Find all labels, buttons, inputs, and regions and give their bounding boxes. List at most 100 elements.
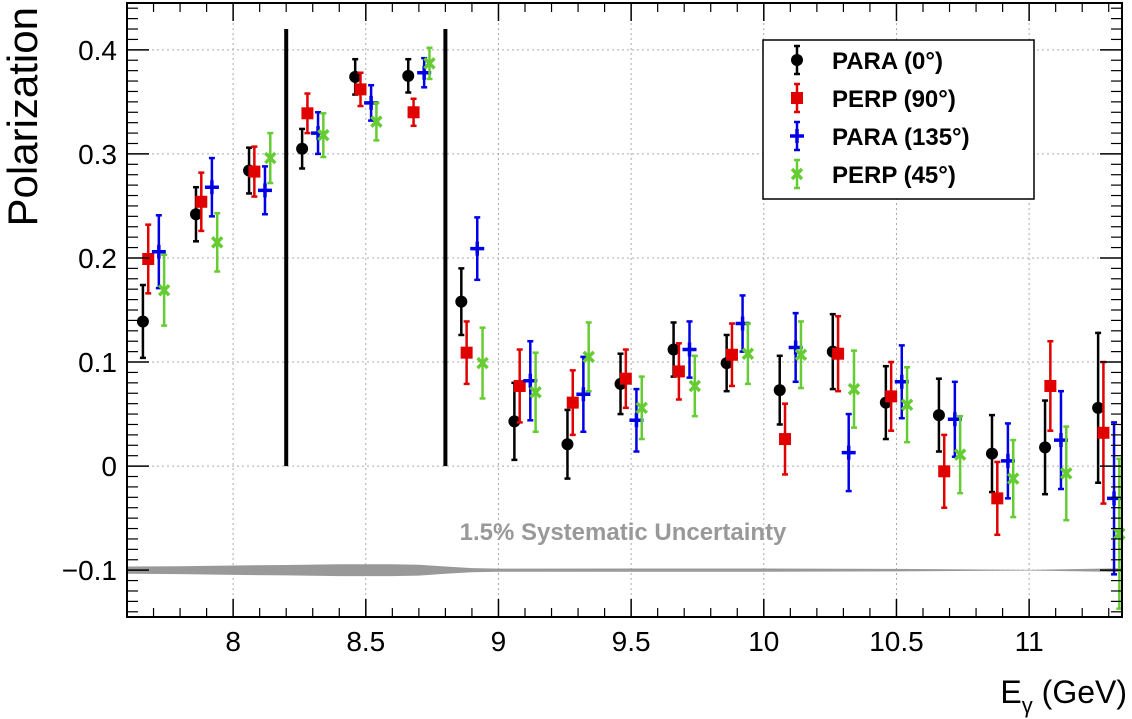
x-axis-title-main: E	[1000, 674, 1021, 710]
x-tick-label: 9	[491, 626, 507, 657]
x-tick-label: 9.5	[612, 626, 651, 657]
legend-label: PARA (0°)	[832, 48, 943, 75]
x-tick-label: 8	[225, 626, 241, 657]
systematic-band-shape	[127, 564, 1122, 577]
x-tick-label: 8.5	[346, 626, 385, 657]
x-axis-title-unit: (GeV)	[1033, 674, 1127, 710]
legend-entry: PERP (45°)	[790, 158, 956, 190]
y-tick-label: −0.1	[62, 555, 117, 586]
data-point	[938, 465, 951, 478]
legend-entry: PARA (0°)	[791, 44, 943, 76]
data-point	[991, 492, 1004, 505]
data-point	[635, 401, 648, 415]
systematic-band	[127, 564, 1122, 577]
data-point	[529, 385, 542, 399]
data-point	[296, 142, 309, 155]
x-tick-label: 11	[1015, 626, 1044, 657]
tick-labels: 8 8.5 9 9.5 10 10.5 11 −0.1 0 0.1 0.2 0.3 0.4	[62, 35, 1044, 657]
data-point	[151, 244, 166, 259]
data-point	[476, 356, 489, 370]
data-series	[136, 46, 1126, 610]
data-point	[773, 384, 786, 397]
data-point	[794, 348, 808, 361]
legend-marker	[790, 129, 804, 143]
legend-marker	[790, 167, 804, 181]
data-point	[317, 128, 330, 142]
x-axis-title: Eγ (GeV)	[1000, 674, 1127, 718]
data-point	[460, 346, 473, 359]
data-point	[136, 315, 149, 328]
legend: PARA (0°) PERP (90°) PARA (135°) PERP (45°)	[762, 39, 1035, 200]
data-point	[402, 69, 415, 82]
data-point	[682, 342, 697, 357]
data-point	[725, 348, 738, 361]
y-tick-label: 0.1	[78, 347, 117, 378]
legend-label: PERP (90°)	[832, 86, 956, 113]
axis-ticks	[126, 3, 1122, 617]
y-tick-label: 0.2	[78, 243, 117, 274]
x-tick-label: 10	[748, 626, 779, 657]
data-point	[582, 350, 595, 364]
data-point	[566, 396, 579, 409]
data-point	[1092, 401, 1105, 414]
data-point	[1060, 467, 1073, 480]
data-point	[189, 208, 202, 221]
data-point	[257, 183, 272, 198]
data-point	[1044, 379, 1057, 392]
data-point	[470, 241, 485, 256]
legend-label: PARA (135°)	[832, 124, 970, 151]
data-point	[900, 398, 914, 411]
data-point	[455, 295, 468, 308]
legend-marker	[791, 92, 803, 104]
data-point	[885, 390, 898, 403]
data-point	[354, 83, 367, 96]
legend-label: PERP (45°)	[832, 162, 956, 189]
y-axis-title: Polarization	[0, 7, 46, 226]
data-point	[508, 415, 521, 428]
series-plus	[151, 56, 1122, 576]
data-point	[847, 382, 861, 396]
range-lines	[284, 29, 448, 467]
data-point	[204, 180, 219, 195]
data-point	[953, 448, 967, 461]
data-point	[248, 165, 261, 178]
legend-entries: PARA (0°) PERP (90°) PARA (135°) PERP (45°)	[790, 44, 970, 190]
data-point	[779, 433, 792, 446]
data-point	[513, 379, 526, 392]
data-point	[195, 195, 208, 208]
data-point	[142, 253, 155, 266]
data-point	[688, 379, 702, 393]
series-x	[157, 46, 1126, 610]
data-point	[741, 347, 755, 360]
data-point	[667, 343, 680, 356]
data-point	[932, 409, 945, 422]
x-axis-title-sub: γ	[1022, 693, 1033, 718]
series-square	[142, 71, 1110, 537]
legend-box	[762, 39, 1035, 200]
x-tick-label: 10.5	[869, 626, 924, 657]
data-point	[841, 445, 856, 460]
data-point	[301, 107, 314, 120]
data-point	[832, 347, 845, 360]
legend-entry: PARA (135°)	[790, 120, 970, 152]
legend-marker	[791, 54, 803, 66]
systematic-label: 1.5% Systematic Uncertainty	[460, 519, 787, 546]
y-tick-label: 0.3	[78, 139, 117, 170]
data-point	[157, 283, 171, 297]
data-point	[672, 365, 685, 378]
y-tick-label: 0	[101, 451, 117, 482]
data-point	[1039, 441, 1052, 454]
data-point	[576, 387, 591, 402]
data-point	[1097, 426, 1110, 439]
data-point	[210, 236, 224, 249]
data-point	[423, 57, 436, 70]
data-point	[1006, 472, 1020, 485]
data-point	[264, 151, 277, 165]
data-point	[370, 115, 383, 128]
y-tick-label: 0.4	[78, 35, 117, 66]
data-point	[619, 372, 632, 385]
data-point	[985, 447, 998, 460]
data-point	[407, 106, 420, 119]
data-point	[561, 438, 574, 451]
